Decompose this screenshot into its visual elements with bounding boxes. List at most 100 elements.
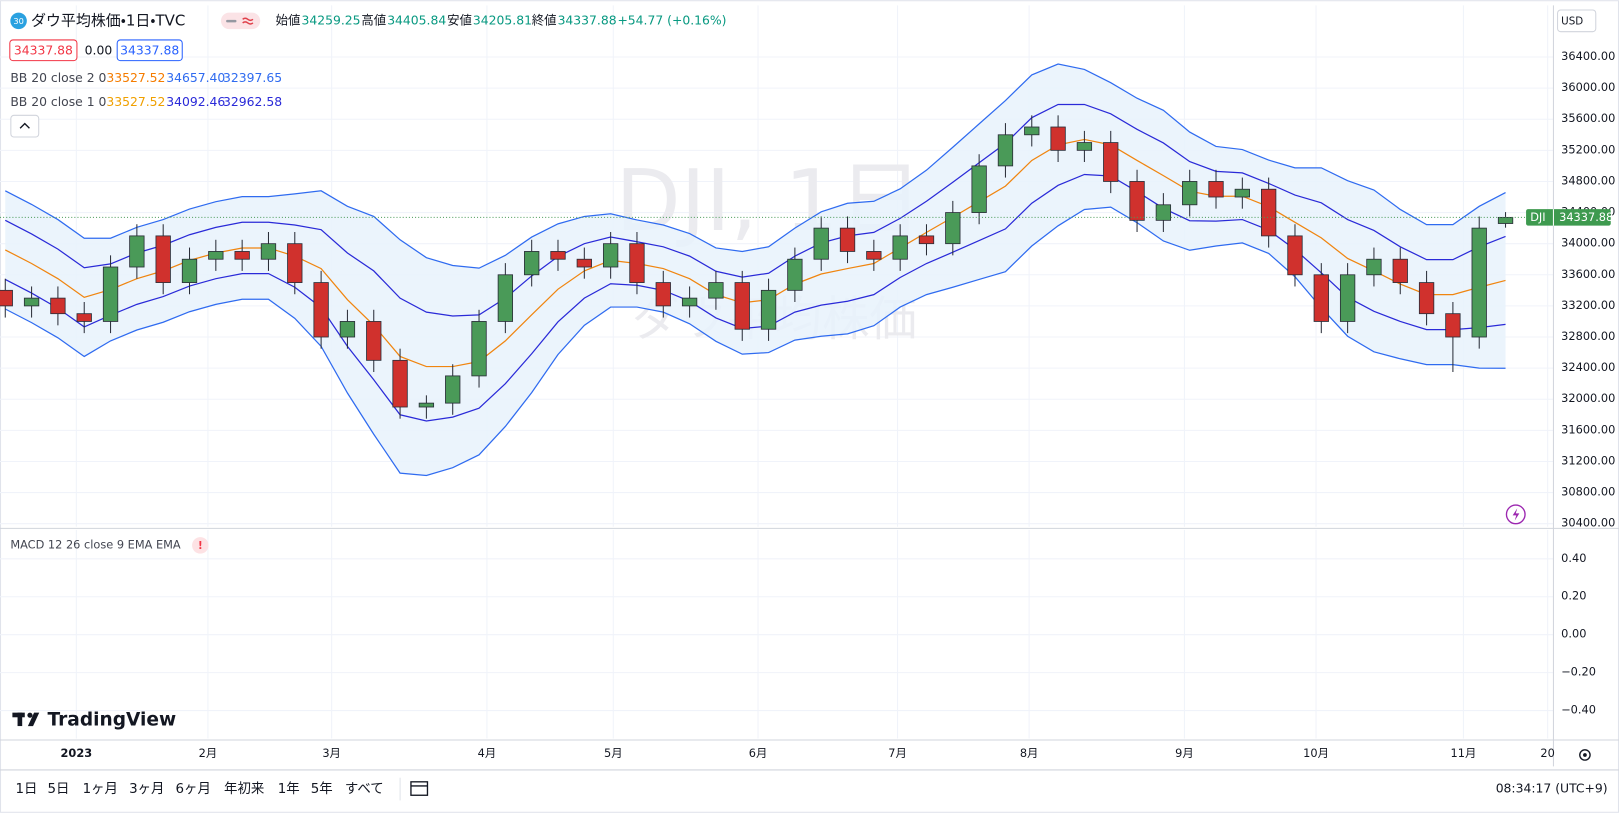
settings-icon — [1583, 753, 1587, 757]
y-tick-label: 32800.00 — [1561, 329, 1615, 343]
x-tick-label: 9月 — [1175, 746, 1194, 760]
low-label: 安値 — [447, 12, 472, 27]
candle-body — [1261, 188, 1277, 237]
candle-body — [997, 134, 1014, 167]
macd-alert-badge[interactable] — [192, 537, 209, 554]
range-button[interactable]: 1ヶ月 — [83, 782, 118, 797]
candle-body — [0, 289, 13, 307]
candle-body — [1445, 313, 1461, 338]
y-tick-label: 36400.00 — [1561, 49, 1615, 63]
candle-body — [524, 251, 540, 276]
candle-body — [208, 251, 224, 260]
candle-body — [839, 227, 856, 252]
range-bar: 1日 5日 1ヶ月 3ヶ月 6ヶ月 年初来 1年 5年 すべて — [15, 781, 383, 797]
lightning-icon — [1512, 508, 1520, 521]
y-tick-label: 35200.00 — [1561, 142, 1615, 156]
spread: 0.00 — [85, 42, 113, 57]
y-tick-label: 36000.00 — [1561, 80, 1615, 94]
candle-body — [1418, 282, 1435, 315]
x-tick-label: 3月 — [322, 746, 341, 760]
data-layer — [0, 63, 1553, 477]
currency[interactable]: USD — [1561, 15, 1583, 27]
y2-tick-label: 0.00 — [1561, 627, 1586, 641]
bb2-label[interactable]: BB 20 close 2 0 — [10, 70, 106, 85]
x-tick-label: 7月 — [888, 746, 907, 760]
calendar-icon[interactable] — [410, 781, 429, 796]
candle-body — [471, 321, 487, 377]
symbol-title[interactable]: ダウ平均株価・1日・TVC — [31, 11, 185, 29]
range-button[interactable]: 5日 — [47, 782, 69, 797]
bb2-upper: 34657.40 — [166, 70, 225, 85]
status-icon-dash — [226, 19, 237, 23]
ask-price[interactable]: 34337.88 — [120, 42, 179, 57]
range-button[interactable]: 6ヶ月 — [176, 782, 211, 797]
currency-button[interactable] — [1557, 9, 1597, 33]
candle-body — [497, 274, 514, 322]
range-button[interactable]: 1日 — [15, 782, 37, 797]
range-button[interactable]: すべて — [345, 781, 384, 797]
candle-body — [602, 243, 619, 268]
macd-alert: ! — [198, 540, 203, 552]
candle-body — [339, 321, 356, 338]
symbol-badge-text: 30 — [13, 16, 24, 26]
candle-body — [760, 289, 777, 330]
candle-body — [1234, 188, 1250, 198]
candle-body — [1050, 126, 1066, 151]
bb1-lower: 32962.58 — [223, 94, 282, 109]
open-value: 34259.25 — [301, 12, 360, 27]
buy-button[interactable] — [116, 39, 183, 62]
bb2-lower: 32397.65 — [223, 70, 282, 85]
candle-body — [102, 266, 119, 322]
band-line — [4, 103, 1506, 317]
logo-mark — [17, 712, 23, 727]
y2-tick-label: −0.20 — [1561, 665, 1596, 679]
x-tick-label: 2023 — [61, 746, 93, 760]
market-status-pill[interactable] — [220, 12, 261, 30]
bb1-mid: 33527.52 — [106, 94, 165, 109]
close-value: 34337.88 — [558, 12, 617, 27]
bb2-mid: 33527.52 — [106, 70, 165, 85]
ohlc-legend: 始値 34259.25 高値 34405.84 安値 34205.81 終値 3… — [276, 12, 727, 27]
candle-body — [971, 165, 987, 213]
candle-body — [892, 235, 908, 260]
y-tick-label: 32000.00 — [1561, 391, 1615, 405]
candle-body — [1208, 181, 1224, 198]
compare-dates-button[interactable] — [410, 781, 429, 796]
candle-body — [392, 359, 408, 408]
y-tick-label: 30800.00 — [1561, 485, 1615, 499]
candle-body — [1024, 126, 1040, 136]
macd-label[interactable]: MACD 12 26 close 9 EMA EMA — [10, 537, 181, 551]
range-button[interactable]: 1年 — [278, 781, 300, 797]
candle-body — [1366, 258, 1382, 276]
bid-price[interactable]: 34337.88 — [14, 42, 73, 57]
candle-body — [260, 243, 277, 260]
candle-body — [445, 375, 461, 404]
candle-body — [155, 235, 171, 283]
open-label: 始値 — [276, 12, 301, 27]
bb1-label[interactable]: BB 20 close 1 0 — [10, 94, 106, 109]
candle-body — [1287, 235, 1303, 276]
logo: TradingView — [12, 709, 176, 730]
settings-button[interactable] — [1579, 749, 1591, 761]
sell-button[interactable] — [9, 39, 78, 62]
candle-body — [1129, 181, 1145, 221]
range-button[interactable]: 5年 — [311, 781, 333, 797]
candle-body — [50, 297, 66, 315]
low-value: 34205.81 — [473, 12, 532, 27]
x-tick-label: 2月 — [199, 746, 218, 760]
range-button[interactable]: 3ヶ月 — [129, 782, 164, 797]
logo-text[interactable]: TradingView — [47, 709, 176, 730]
clock[interactable]: 08:34:17 (UTC+9) — [1496, 781, 1608, 796]
x-tick-label: 6月 — [749, 746, 768, 760]
candle-body — [866, 251, 882, 260]
band-line — [4, 63, 1506, 269]
candle-body — [681, 297, 698, 307]
collapse-legend-button[interactable] — [10, 114, 40, 138]
range-button[interactable]: 年初来 — [224, 781, 264, 797]
candle-body — [1471, 227, 1487, 338]
candle-body — [23, 297, 40, 307]
y-tick-label: 34800.00 — [1561, 173, 1615, 187]
